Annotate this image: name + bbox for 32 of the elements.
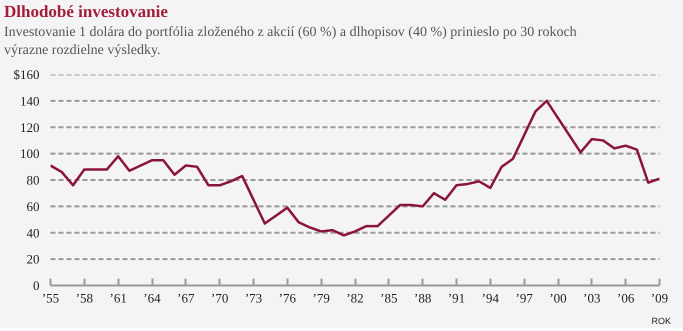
x-tick-label: ’58 (76, 290, 94, 306)
y-tick-label: $160 (14, 67, 40, 82)
x-tick-label: ’94 (482, 290, 500, 306)
x-tick-label: ’03 (583, 290, 601, 306)
x-tick-label: ’70 (211, 290, 228, 306)
x-tick-label: ’88 (414, 290, 432, 306)
x-tick-label: ’09 (650, 290, 668, 306)
y-tick-label: 80 (26, 172, 40, 188)
line-series (50, 100, 660, 237)
x-tick-label: ’97 (516, 290, 534, 306)
x-tick-label: ’76 (278, 290, 296, 306)
x-tick-label: ’79 (312, 290, 330, 306)
x-tick-label: ’55 (42, 290, 60, 306)
y-tick-label: 0 (33, 278, 40, 294)
x-axis-title: ROK (651, 315, 671, 328)
y-tick-label: 120 (20, 120, 40, 136)
y-tick-label: 100 (20, 146, 40, 162)
x-tick-label: ’67 (177, 290, 195, 306)
x-tick-label: ’85 (380, 290, 398, 306)
chart-subtitle: Investovanie 1 dolára do portfólia zloženého z akcií (60 %) a dlhopisov (40 %) prinieslo po 30 rokoch výrazne rozdielne výsledky. (4, 24, 578, 60)
x-tick-label: ’00 (549, 290, 567, 306)
y-tick-label: 40 (26, 226, 40, 241)
x-tick-label: ’64 (143, 290, 162, 306)
x-tick-label: ’06 (617, 290, 635, 306)
y-tick-label: 20 (26, 252, 40, 267)
x-tick-label: ’73 (244, 290, 262, 306)
chart-title: Dlhodobé investovanie (4, 1, 168, 23)
x-tick-label: ’82 (346, 290, 364, 306)
x-tick-label: ’91 (448, 290, 466, 306)
x-tick-label: ’61 (110, 290, 127, 306)
y-tick-label: 140 (20, 94, 40, 109)
y-tick-label: 60 (26, 199, 40, 214)
